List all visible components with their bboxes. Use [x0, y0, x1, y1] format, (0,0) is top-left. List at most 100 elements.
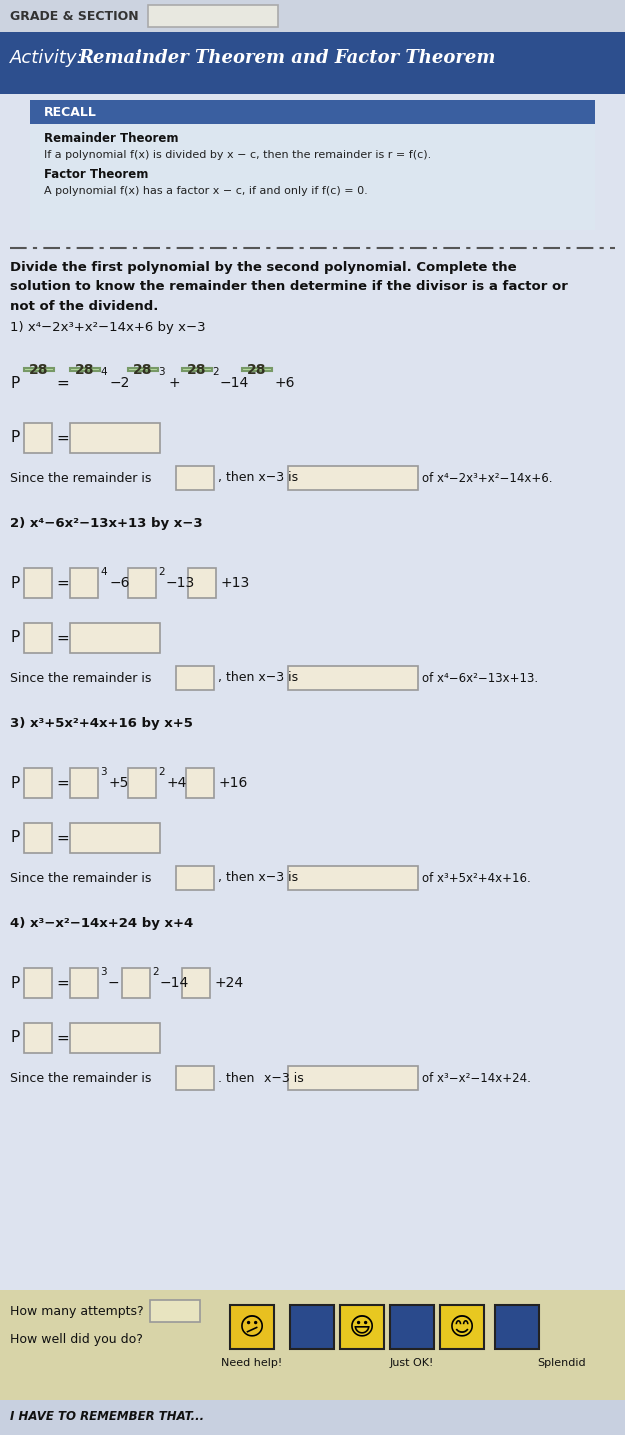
Bar	[70, 824, 160, 852]
Bar	[390, 1304, 434, 1349]
Bar	[188, 568, 216, 598]
Bar	[176, 666, 214, 690]
Text: 28: 28	[75, 363, 95, 376]
Text: +13: +13	[220, 575, 249, 590]
Text: solution to know the remainder then determine if the divisor is a factor or: solution to know the remainder then dete…	[10, 280, 568, 294]
Text: P: P	[10, 1030, 19, 1046]
Text: +: +	[168, 376, 179, 390]
Bar	[440, 1304, 484, 1349]
Bar	[128, 568, 156, 598]
Bar	[0, 0, 625, 32]
Text: of x³−x²−14x+24.: of x³−x²−14x+24.	[422, 1072, 531, 1085]
Text: −13: −13	[166, 575, 195, 590]
Text: Activity:: Activity:	[10, 49, 89, 67]
Text: −14: −14	[160, 976, 189, 990]
Bar	[70, 623, 160, 653]
Text: Since the remainder is: Since the remainder is	[10, 672, 151, 684]
Text: A polynomial f(x) has a factor x − c, if and only if f(c) = 0.: A polynomial f(x) has a factor x − c, if…	[44, 187, 368, 197]
Text: −2: −2	[110, 376, 131, 390]
Bar	[24, 568, 52, 598]
Text: GRADE & SECTION: GRADE & SECTION	[10, 10, 139, 23]
Text: +5: +5	[108, 776, 128, 791]
Text: P: P	[10, 575, 19, 590]
Text: +4: +4	[166, 776, 186, 791]
Text: P: P	[10, 831, 19, 845]
Text: P: P	[10, 376, 19, 390]
Text: Splendid: Splendid	[538, 1358, 586, 1368]
Text: −6: −6	[110, 575, 131, 590]
Text: =: =	[56, 575, 69, 590]
Bar	[24, 623, 52, 653]
Text: 4: 4	[100, 567, 107, 577]
Text: 3: 3	[100, 967, 107, 977]
Text: of x⁴−6x²−13x+13.: of x⁴−6x²−13x+13.	[422, 672, 538, 684]
Bar	[495, 1304, 539, 1349]
Text: Remainder Theorem: Remainder Theorem	[44, 132, 179, 145]
Bar	[176, 865, 214, 890]
Bar	[24, 824, 52, 852]
Text: 2: 2	[212, 367, 219, 377]
Text: +24: +24	[214, 976, 243, 990]
Text: 4: 4	[100, 367, 107, 377]
Text: not of the dividend.: not of the dividend.	[10, 300, 158, 313]
Text: How well did you do?: How well did you do?	[10, 1333, 143, 1346]
Text: 4) x³−x²−14x+24 by x+4: 4) x³−x²−14x+24 by x+4	[10, 917, 193, 930]
Text: RECALL: RECALL	[44, 106, 97, 119]
Text: Since the remainder is: Since the remainder is	[10, 472, 151, 485]
Text: Remainder Theorem and Factor Theorem: Remainder Theorem and Factor Theorem	[78, 49, 496, 67]
Text: 😊: 😊	[449, 1314, 475, 1339]
Text: 😃: 😃	[349, 1314, 375, 1339]
Bar	[242, 367, 272, 372]
Bar	[30, 100, 595, 230]
Text: Divide the first polynomial by the second polynomial. Complete the: Divide the first polynomial by the secon…	[10, 261, 517, 274]
Text: −14: −14	[220, 376, 249, 390]
Text: 3: 3	[158, 367, 164, 377]
Text: =: =	[56, 775, 69, 791]
Text: Since the remainder is: Since the remainder is	[10, 1072, 151, 1085]
Bar	[288, 1066, 418, 1091]
Text: How many attempts?: How many attempts?	[10, 1306, 144, 1319]
Bar	[176, 1066, 214, 1091]
Bar	[182, 969, 210, 997]
Text: 😕: 😕	[239, 1314, 265, 1339]
Text: =: =	[56, 630, 69, 646]
Text: 28: 28	[29, 363, 49, 376]
Bar	[288, 466, 418, 489]
Text: I HAVE TO REMEMBER THAT...: I HAVE TO REMEMBER THAT...	[10, 1411, 204, 1424]
Bar	[182, 367, 212, 372]
Text: of x⁴−2x³+x²−14x+6.: of x⁴−2x³+x²−14x+6.	[422, 472, 552, 485]
Text: =: =	[56, 976, 69, 990]
Text: Just OK!: Just OK!	[390, 1358, 434, 1368]
Bar	[176, 466, 214, 489]
Bar	[128, 768, 156, 798]
Bar	[70, 423, 160, 453]
Bar	[0, 32, 625, 95]
Bar	[128, 367, 158, 372]
Text: P: P	[10, 775, 19, 791]
Bar	[0, 1290, 625, 1401]
Bar	[70, 367, 100, 372]
Bar	[288, 666, 418, 690]
Bar	[0, 1401, 625, 1435]
Text: −: −	[108, 976, 119, 990]
Text: 28: 28	[133, 363, 152, 376]
Bar	[24, 768, 52, 798]
Bar	[70, 1023, 160, 1053]
Text: P: P	[10, 430, 19, 445]
Bar	[24, 1023, 52, 1053]
Text: 2: 2	[158, 766, 164, 776]
Bar	[24, 423, 52, 453]
Text: =: =	[56, 1030, 69, 1046]
Text: P: P	[10, 976, 19, 990]
Text: , then x−3 is: , then x−3 is	[218, 672, 298, 684]
Bar	[230, 1304, 274, 1349]
Bar	[340, 1304, 384, 1349]
Text: 28: 28	[188, 363, 207, 376]
Bar	[148, 4, 278, 27]
Text: x−3 is: x−3 is	[264, 1072, 304, 1085]
Bar	[150, 1300, 200, 1322]
Text: 2) x⁴−6x²−13x+13 by x−3: 2) x⁴−6x²−13x+13 by x−3	[10, 517, 202, 530]
Text: +16: +16	[218, 776, 248, 791]
Bar	[70, 969, 98, 997]
Bar	[70, 568, 98, 598]
